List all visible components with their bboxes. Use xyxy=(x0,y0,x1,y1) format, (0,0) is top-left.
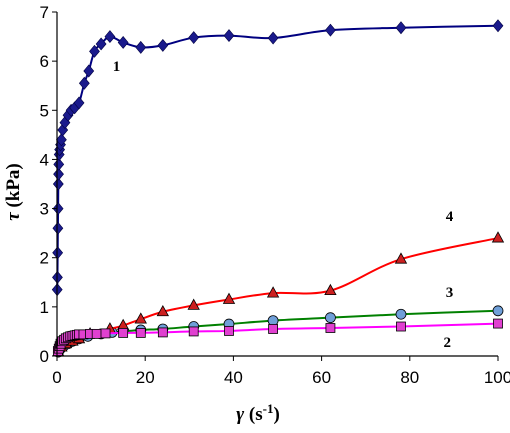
data-point-diamond xyxy=(52,221,64,235)
data-point-triangle xyxy=(266,286,280,298)
data-point-diamond xyxy=(95,37,107,51)
y-tick-label: 6 xyxy=(40,52,49,71)
x-tick-label: 0 xyxy=(52,368,61,387)
y-tick-label: 7 xyxy=(40,3,49,22)
data-point-square xyxy=(100,328,111,339)
y-tick-label: 0 xyxy=(40,347,49,366)
x-axis-unit-prefix: (s xyxy=(244,404,262,425)
data-point-diamond xyxy=(188,31,200,45)
data-point-diamond xyxy=(56,133,67,147)
data-point-square xyxy=(268,324,278,334)
data-point-square xyxy=(224,326,234,336)
data-point-diamond xyxy=(223,29,235,43)
x-tick-label: 20 xyxy=(136,368,155,387)
y-axis-title: τ (kPa) xyxy=(3,163,24,221)
axes-layer xyxy=(52,11,499,361)
data-point-square xyxy=(325,323,336,333)
data-point-square xyxy=(91,328,102,339)
data-point-diamond xyxy=(89,44,100,58)
series-layer xyxy=(51,19,505,358)
data-point-diamond xyxy=(395,21,407,35)
x-tick-label: 100 xyxy=(484,368,510,387)
x-axis-unit-suffix: ) xyxy=(273,404,279,425)
series-3-label: 3 xyxy=(446,285,454,301)
data-point-triangle xyxy=(156,304,170,317)
tick-labels: 0 20 40 60 80 100 0 1 2 3 4 5 6 7 xyxy=(40,3,510,387)
data-point-square xyxy=(396,321,406,332)
data-point-diamond xyxy=(83,64,95,78)
data-point-triangle xyxy=(134,312,147,324)
data-point-triangle xyxy=(394,252,408,264)
data-point-diamond xyxy=(53,167,64,181)
data-point-diamond xyxy=(52,246,64,260)
series-1 xyxy=(51,19,504,297)
y-tick-label: 5 xyxy=(40,101,49,120)
data-point-diamond xyxy=(78,76,90,90)
data-point-diamond xyxy=(104,30,116,44)
series-2 xyxy=(52,318,503,356)
data-point-circle xyxy=(395,308,407,320)
data-point-circle xyxy=(492,305,504,317)
x-axis-symbol: γ xyxy=(236,404,244,425)
data-point-diamond xyxy=(267,31,279,45)
data-point-diamond xyxy=(73,96,85,110)
data-point-circle xyxy=(325,312,336,324)
data-point-triangle xyxy=(491,231,505,243)
data-point-diamond xyxy=(157,38,169,52)
series-4-label: 4 xyxy=(446,209,454,225)
x-axis-title: γ (s-1) xyxy=(236,401,280,425)
series-1-label: 1 xyxy=(113,59,121,75)
data-point-square xyxy=(135,328,146,338)
data-point-diamond xyxy=(492,19,504,33)
data-point-square xyxy=(188,326,199,337)
y-tick-label: 3 xyxy=(40,200,49,219)
data-point-diamond xyxy=(135,40,147,54)
data-point-diamond xyxy=(117,35,129,49)
data-point-triangle xyxy=(222,292,236,304)
data-point-diamond xyxy=(53,157,65,171)
x-axis-unit-exp: -1 xyxy=(263,401,274,416)
data-point-triangle xyxy=(324,283,337,296)
y-axis-symbol: τ xyxy=(3,212,24,221)
data-point-diamond xyxy=(52,177,64,191)
x-tick-label: 80 xyxy=(400,368,419,387)
series-2-label: 2 xyxy=(444,335,452,351)
data-point-square xyxy=(118,328,129,338)
y-tick-label: 1 xyxy=(40,298,49,317)
plot-background xyxy=(57,12,498,356)
series-labels: 3 4 2 1 xyxy=(113,59,454,351)
y-axis-unit: (kPa) xyxy=(3,163,24,212)
data-point-diamond xyxy=(52,202,64,216)
y-tick-label: 4 xyxy=(40,150,49,169)
x-tick-label: 60 xyxy=(312,368,331,387)
y-tick-label: 2 xyxy=(40,249,49,268)
plot-area xyxy=(57,12,498,356)
x-tick-label: 40 xyxy=(224,368,243,387)
data-point-square xyxy=(493,318,503,329)
data-point-triangle xyxy=(187,298,200,310)
data-point-square xyxy=(157,327,168,338)
data-point-diamond xyxy=(325,23,336,37)
